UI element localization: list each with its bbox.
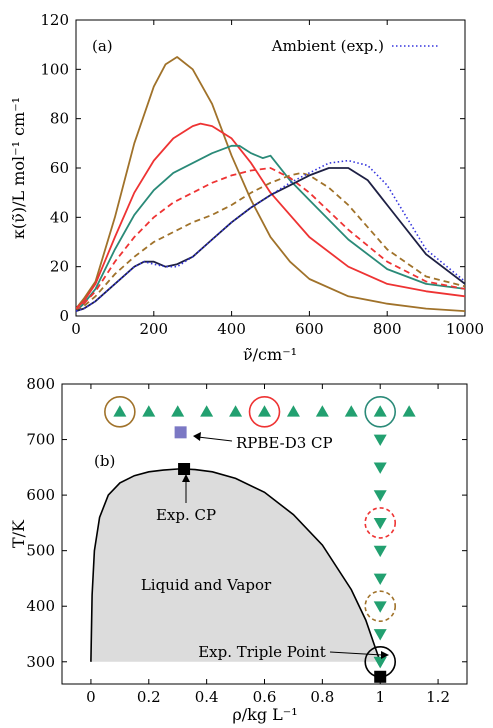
panel-b-x-ticks: 0 0.2 0.4 0.6 0.8 1 1.2	[86, 384, 450, 706]
y-tick-label: 400	[26, 597, 55, 615]
triangle-down-point	[373, 601, 387, 613]
series-line-6	[76, 159, 465, 312]
panel-a-x-axis-label: ν̃/cm⁻¹	[243, 345, 297, 364]
highlight-circle-0	[104, 395, 136, 428]
x-tick-label: 1	[375, 688, 385, 706]
x-tick-label: 0	[86, 688, 96, 706]
x-tick-label: 400	[217, 320, 246, 338]
panel-a-label: (a)	[92, 37, 113, 55]
panel-b-x-axis-label: ρ/kg L⁻¹	[232, 705, 297, 724]
series-line-5	[76, 167, 465, 312]
y-tick-label: 100	[40, 60, 69, 78]
series-line-1	[76, 122, 465, 310]
series-line-0	[76, 56, 465, 312]
exp-cp-label: Exp. CP	[156, 506, 216, 524]
triangle-up-point	[142, 405, 156, 417]
rpbe-d3-cp-marker	[174, 426, 187, 439]
x-tick-label: 800	[373, 320, 402, 338]
triangle-down-point	[373, 573, 387, 585]
panel-b: 300 400 500 600 700 800 0 0.2 0.4 0.6 0.8 1 1.2 (b)…	[9, 375, 468, 724]
x-tick-label: 0	[71, 320, 81, 338]
series-line-4	[76, 172, 465, 312]
x-tick-label: 600	[295, 320, 324, 338]
y-tick-label: 40	[50, 208, 69, 226]
panel-a: 0 20 40 60 80 100 120 0 200 400 600 800 1000 (a) Am…	[9, 11, 484, 364]
triangle-down-point	[373, 629, 387, 641]
x-tick-label: 0.2	[137, 688, 161, 706]
panel-a-series	[76, 56, 465, 312]
y-tick-label: 120	[40, 11, 69, 29]
highlight-circle-4	[364, 590, 397, 623]
x-tick-label: 0.8	[310, 688, 334, 706]
rpbe-d3-cp-label: RPBE-D3 CP	[236, 434, 333, 452]
triangle-down-point	[373, 490, 387, 502]
panel-b-points	[104, 395, 416, 683]
series-line-2	[76, 144, 465, 312]
triangle-up-point	[200, 405, 214, 417]
triangle-up-point	[286, 405, 300, 417]
y-tick-label: 80	[50, 110, 69, 128]
legend-label-ambient: Ambient (exp.)	[271, 37, 384, 55]
triangle-up-point	[373, 405, 387, 417]
triangle-up-point	[258, 405, 271, 417]
y-tick-label: 700	[26, 431, 55, 449]
panel-b-y-ticks: 300 400 500 600 700 800	[26, 375, 467, 671]
rpbe-d3-cp-arrow	[197, 436, 233, 442]
x-tick-label: 1000	[446, 320, 484, 338]
highlight-circle-1	[248, 395, 281, 428]
y-tick-label: 20	[50, 258, 69, 276]
exp-triple-point-arrowhead	[381, 651, 389, 659]
liquid-vapor-region	[90, 469, 381, 662]
panel-b-label: (b)	[94, 452, 115, 470]
series-line-3	[76, 167, 465, 312]
triangle-up-point	[402, 405, 416, 417]
rpbe-d3-cp-arrowhead	[193, 432, 201, 441]
triangle-up-point	[315, 405, 329, 417]
exp-triple-point-label: Exp. Triple Point	[198, 643, 326, 661]
triangle-up-point	[344, 405, 358, 417]
y-tick-label: 800	[26, 375, 55, 393]
triangle-down-point	[373, 545, 387, 558]
panel-a-y-ticks: 0 20 40 60 80 100 120	[40, 11, 465, 325]
exp-cp-marker	[178, 463, 191, 475]
y-tick-label: 0	[59, 307, 69, 325]
exp-triple-point-marker	[374, 670, 387, 683]
triangle-up-point	[113, 405, 127, 417]
x-tick-label: 0.4	[195, 688, 219, 706]
y-tick-label: 500	[26, 542, 55, 560]
x-tick-label: 200	[139, 320, 168, 338]
panel-a-y-axis-label: κ(ν̃)/L mol⁻¹ cm⁻¹	[9, 97, 28, 239]
highlight-circle-2	[364, 395, 397, 428]
x-tick-label: 0.6	[253, 688, 277, 706]
triangle-down-point	[373, 462, 387, 474]
triangle-up-point	[229, 405, 243, 417]
exp-triple-point-arrow	[329, 651, 384, 656]
exp-cp-arrowhead	[182, 474, 190, 482]
highlight-circle-3	[364, 507, 397, 539]
y-tick-label: 60	[50, 159, 69, 177]
panel-b-y-axis-label: T/K	[9, 519, 28, 548]
y-tick-label: 300	[26, 653, 55, 671]
triangle-down-point	[373, 434, 387, 447]
x-tick-label: 1.2	[426, 688, 450, 706]
y-tick-label: 600	[26, 486, 55, 504]
triangle-up-point	[171, 405, 185, 417]
panel-a-x-ticks: 0 200 400 600 800 1000	[71, 20, 484, 338]
triangle-down-point	[373, 518, 387, 530]
triangle-down-point	[373, 656, 387, 669]
liquid-vapor-label: Liquid and Vapor	[141, 576, 272, 594]
